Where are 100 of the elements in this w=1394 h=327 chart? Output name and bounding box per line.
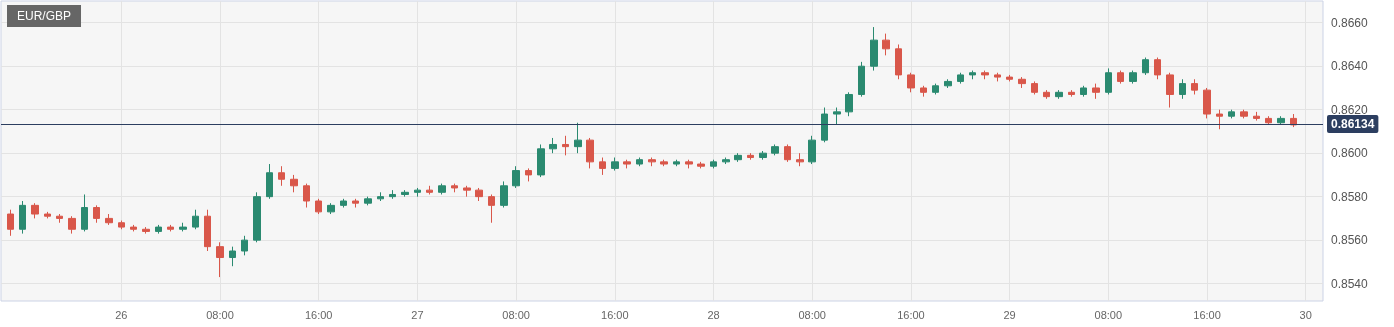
y-tick-label: 0.8600 [1331,146,1369,161]
candlestick [155,224,162,235]
y-tick-label: 0.8620 [1331,102,1369,117]
candlestick [192,209,199,230]
candlestick [1228,109,1235,119]
candlestick [327,202,335,215]
candlestick [747,152,754,161]
candlestick [734,152,742,163]
candlestick [1166,72,1174,109]
candlestick [1240,109,1248,119]
candlestick [673,159,680,167]
candlestick [1006,74,1013,82]
candlestick [796,152,804,167]
x-tick-label: 26 [115,308,128,321]
candlestick [130,224,137,232]
candlestick [969,70,976,80]
candlestick [315,198,322,215]
candlestick [895,43,902,80]
y-tick-label: 0.8640 [1331,59,1369,74]
candlestick [1154,57,1161,80]
candlestick [833,107,841,126]
y-tick-label: 0.8560 [1331,233,1369,248]
candlestick [932,83,939,95]
candlestick [636,157,643,167]
candlestick [93,204,100,224]
candlestick [1142,57,1149,76]
candlestick [81,193,88,232]
candlestick [1031,80,1038,95]
x-tick-label: 27 [411,308,424,321]
candlestick [1179,78,1186,100]
candlestick [352,198,359,209]
x-tick-label: 16:00 [1193,308,1221,321]
x-tick-label: 16:00 [897,308,925,321]
candlestick [537,143,545,178]
candlestick [118,220,125,230]
candlestick [1191,78,1198,95]
candlestick [414,187,421,198]
candlestick [1043,89,1050,100]
candlestick [364,196,372,206]
candlestick [500,180,508,209]
candlestick [771,143,779,156]
candlestick [845,91,853,117]
candlestick [870,26,878,72]
candlestick [142,226,150,235]
text: EUR/GBP [17,9,72,23]
y-tick-label: 0.8540 [1331,276,1369,291]
x-tick-label: 08:00 [1094,308,1123,321]
candlestick [216,241,224,278]
candlestick [562,135,569,156]
candlestick [907,72,915,93]
y-tick-label: 0.8580 [1331,189,1369,204]
candlestick [1203,87,1211,119]
candlestick [167,224,174,232]
candlestick [241,235,248,256]
candlestick [981,70,989,80]
candlestick [377,191,384,202]
candlestick [1129,70,1137,85]
candlestick [648,157,656,167]
x-tick-label: 08:00 [798,308,826,321]
candlestick [784,143,791,163]
x-tick-label: 08:00 [502,308,530,321]
candlestick [574,122,582,154]
candlestick [1068,89,1075,98]
candlestick [525,167,532,182]
candlestick [586,137,594,169]
candlestick [438,183,446,195]
candlestick [44,211,51,219]
candlestick [759,150,767,161]
candlestick [611,157,619,172]
candlestick [253,191,261,243]
candlestick [821,107,828,143]
x-tick-label: 28 [707,308,720,321]
candlestick [1253,111,1260,122]
candlestick [389,189,396,200]
candlestick [858,61,865,98]
candlestick [1018,76,1026,89]
x-tick-label: 08:00 [206,308,234,321]
candlestick [660,159,668,167]
candlestick [697,161,705,169]
candlestick [56,213,63,224]
candlestick [994,72,1001,82]
candlestick [19,200,26,235]
y-tick-label: 0.8660 [1331,15,1369,30]
candlestick [229,246,236,267]
candlestick [1092,83,1100,100]
candlestick [599,157,606,176]
candlestick [266,163,273,200]
candlestick [1105,67,1112,95]
candlestick [685,159,693,169]
candlestick [1216,109,1223,130]
candlestick [957,72,964,85]
x-tick-label: 16:00 [601,308,629,321]
candlestick [623,159,631,169]
candlestick [808,135,816,165]
candlestick [1117,70,1124,85]
candlestick [451,183,458,193]
candlestick [290,174,298,193]
candlestick [179,222,187,232]
candlestick [204,209,211,252]
candlestick [105,213,113,226]
